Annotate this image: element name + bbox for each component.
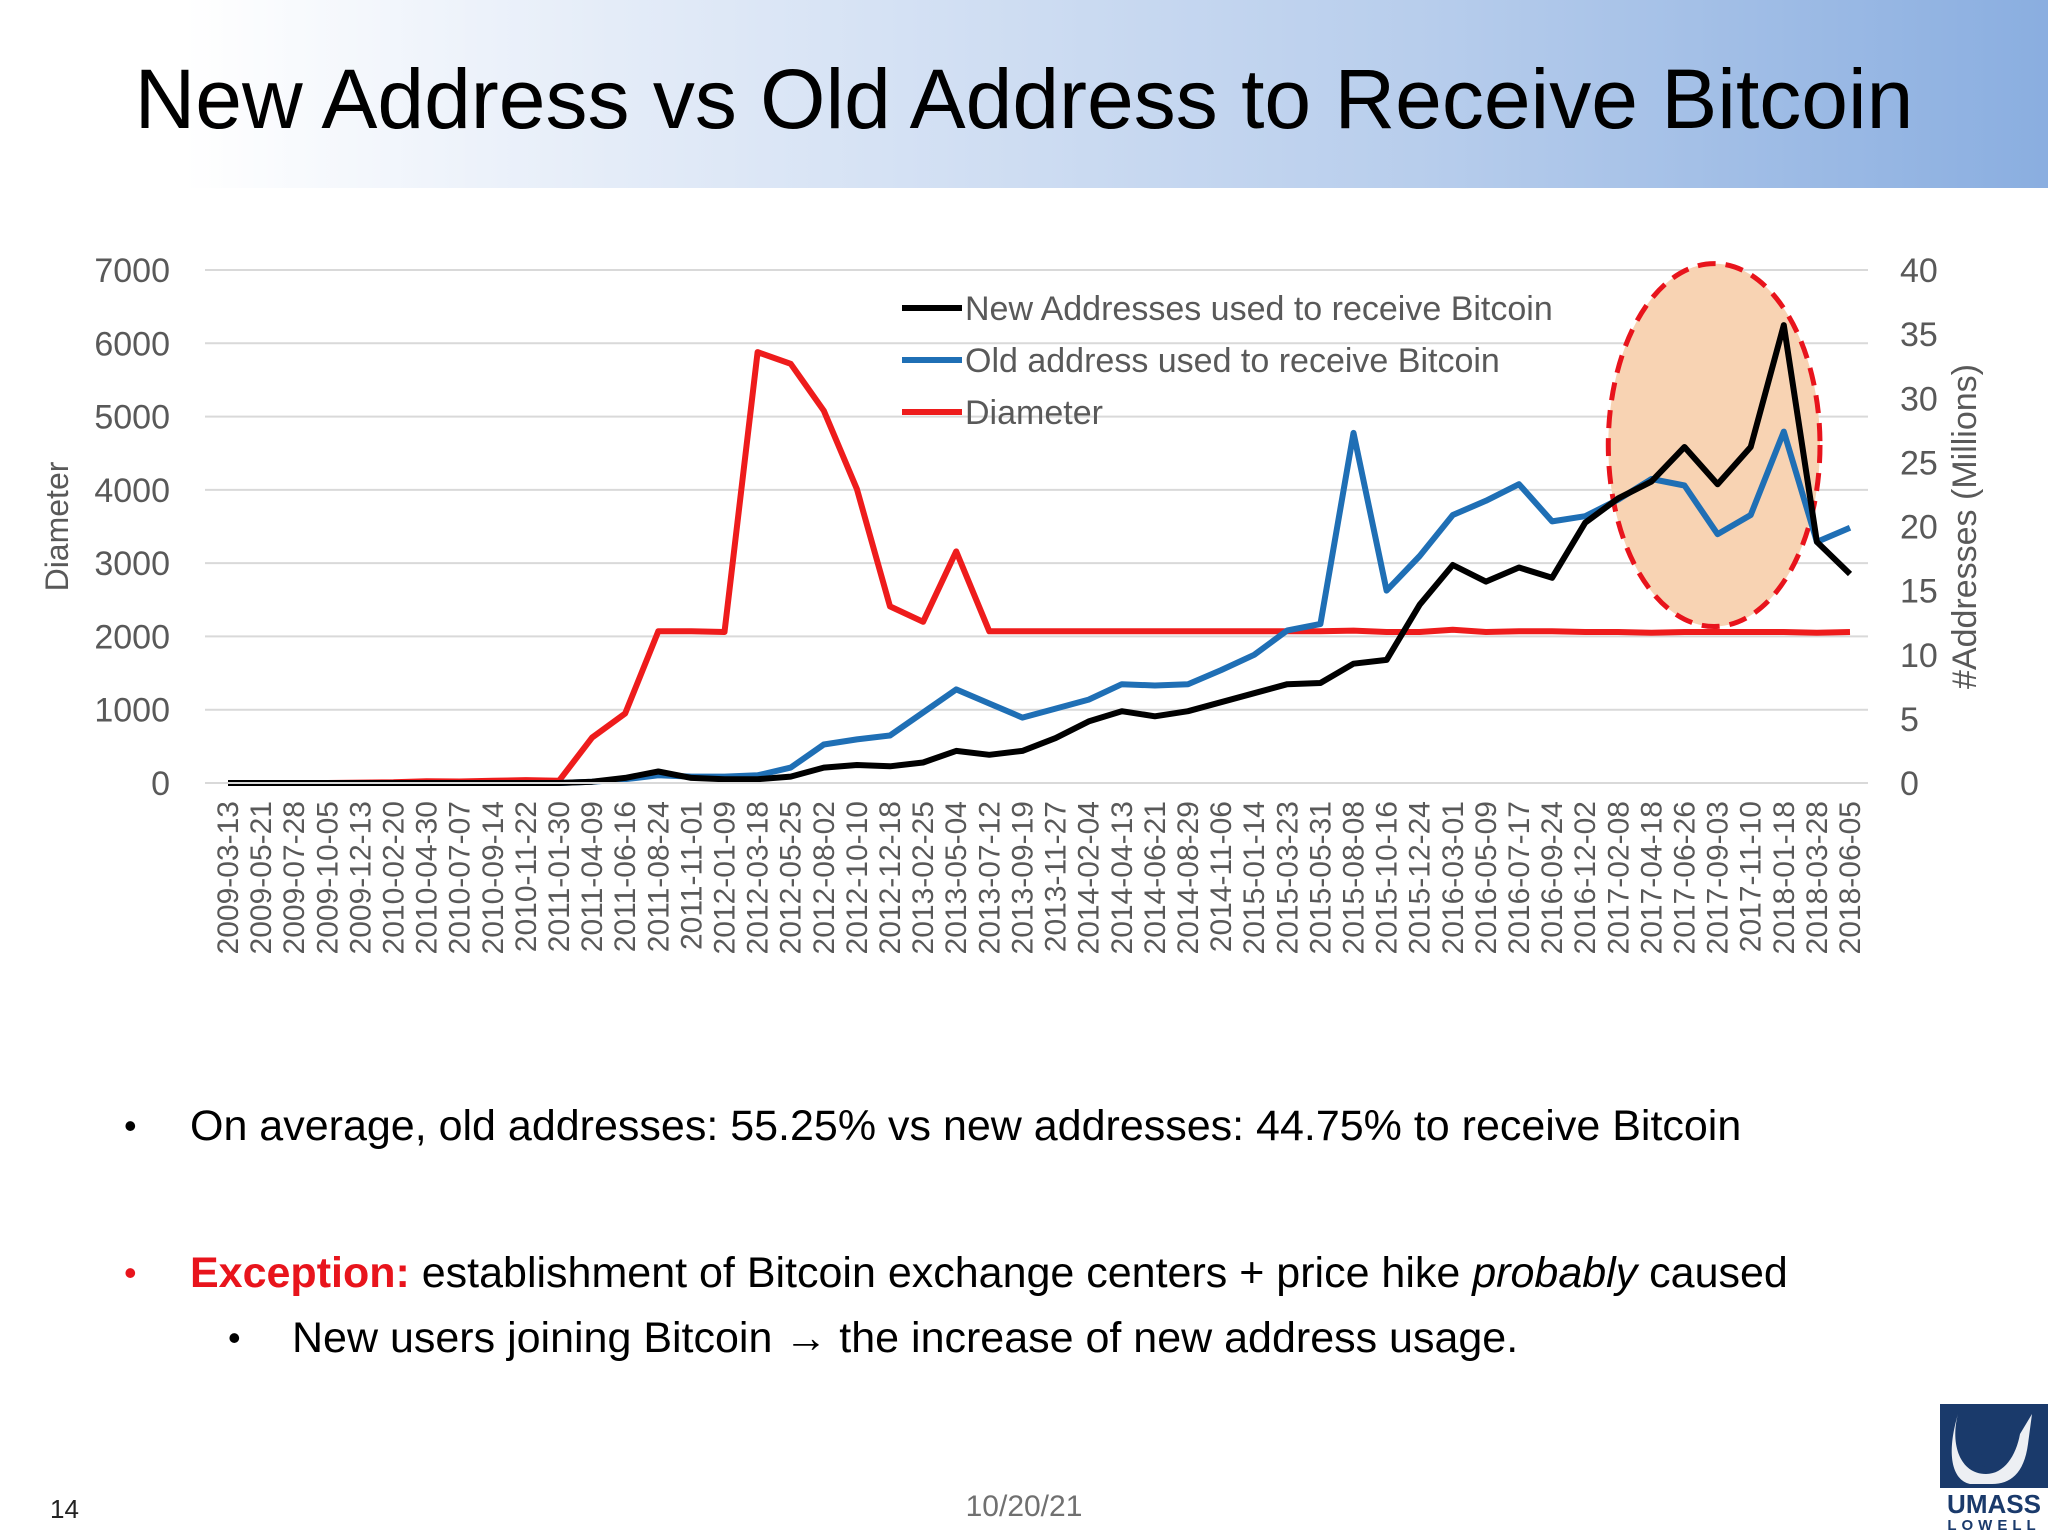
- y-right-tick-label: 10: [1900, 637, 1938, 675]
- sub-bullet-text-post: the increase of new address usage.: [827, 1314, 1519, 1362]
- y-left-tick-label: 1000: [94, 692, 170, 730]
- x-tick-label: 2017-09-03: [1702, 801, 1735, 954]
- y-right-tick-label: 15: [1900, 573, 1938, 611]
- x-tick-label: 2017-04-18: [1635, 801, 1668, 954]
- x-tick-label: 2009-07-28: [278, 801, 311, 954]
- y-right-tick-label: 25: [1900, 444, 1938, 482]
- y-left-tick-label: 6000: [94, 325, 170, 363]
- x-tick-label: 2009-10-05: [311, 801, 344, 954]
- x-tick-label: 2011-08-24: [642, 801, 675, 952]
- x-tick-label: 2011-04-09: [576, 801, 609, 952]
- x-tick-label: 2013-07-12: [973, 801, 1006, 954]
- y-left-tick-label: 7000: [94, 252, 170, 290]
- x-tick-label: 2016-07-17: [1503, 801, 1536, 954]
- x-tick-label: 2013-02-25: [907, 801, 940, 954]
- logo-text-line-1: UMASS: [1947, 1489, 2041, 1519]
- bullet-marker-red: •: [124, 1252, 137, 1293]
- legend-label: Diameter: [965, 394, 1103, 432]
- axes-layer: 0 1000 2000 3000 4000 5000 6000 7000 0 5 10 15 20 25 3…: [39, 252, 1984, 954]
- line-chart: 0 1000 2000 3000 4000 5000 6000 7000 0 5 10 15 20 25 3…: [39, 252, 1984, 954]
- x-tick-label: 2017-11-10: [1735, 801, 1768, 952]
- x-tick-label: 2013-11-27: [1040, 801, 1073, 952]
- x-tick-label: 2018-06-05: [1834, 801, 1867, 954]
- x-tick-label: 2015-08-08: [1337, 801, 1370, 954]
- x-tick-label: 2014-04-13: [1106, 801, 1139, 954]
- x-tick-label: 2017-02-08: [1602, 801, 1635, 954]
- sub-bullet-text-pre: New users joining Bitcoin: [292, 1314, 785, 1362]
- x-tick-label: 2017-06-26: [1668, 801, 1701, 954]
- y-left-tick-label: 2000: [94, 618, 170, 656]
- x-tick-label: 2015-12-24: [1404, 801, 1437, 954]
- x-tick-label: 2016-12-02: [1569, 801, 1602, 954]
- y-right-axis-title: #Addresses (Millions): [1946, 364, 1984, 689]
- x-tick-label: 2014-11-06: [1205, 801, 1238, 952]
- exception-label: Exception:: [190, 1249, 410, 1297]
- bullet-marker: •: [124, 1105, 137, 1146]
- highlight-ellipse: [1605, 261, 1823, 630]
- x-tick-label: 2014-08-29: [1172, 801, 1205, 954]
- x-tick-label: 2015-05-31: [1304, 801, 1337, 954]
- x-tick-label: 2009-03-13: [212, 801, 245, 954]
- series-line-old-addresses: [228, 428, 1852, 786]
- logo-text-line-2: LOWELL: [1947, 1517, 2041, 1534]
- sub-bullet-marker: •: [228, 1317, 241, 1358]
- chart-legend: New Addresses used to receive Bitcoin Old…: [902, 290, 1553, 432]
- bullet-average: On average, old addresses: 55.25% vs new…: [190, 1102, 1742, 1150]
- y-left-axis-title: Diameter: [39, 461, 75, 591]
- x-tick-label: 2012-12-18: [874, 801, 907, 954]
- x-tick-label: 2010-04-30: [411, 801, 444, 954]
- x-tick-label: 2010-07-07: [444, 801, 477, 954]
- x-tick-label: 2016-03-01: [1437, 801, 1470, 954]
- logo-text: UMASS LOWELL: [1940, 1490, 2048, 1534]
- x-tick-label: 2010-02-20: [378, 801, 411, 954]
- y-left-tick-label: 0: [151, 765, 170, 803]
- y-right-tick-label: 20: [1900, 509, 1938, 547]
- x-tick-label: 2018-03-28: [1801, 801, 1834, 954]
- x-tick-label: 2011-01-30: [543, 801, 576, 952]
- x-tick-label: 2010-11-22: [510, 801, 543, 952]
- x-tick-label: 2015-01-14: [1238, 801, 1271, 954]
- y-right-tick-label: 30: [1900, 380, 1938, 418]
- x-tick-label: 2014-02-04: [1073, 801, 1106, 954]
- y-left-tick-label: 3000: [94, 545, 170, 583]
- y-left-tick-label: 5000: [94, 399, 170, 437]
- x-tick-label: 2012-01-09: [709, 801, 742, 954]
- umass-lowell-logo: [1940, 1404, 2048, 1488]
- y-left-tick-label: 4000: [94, 472, 170, 510]
- x-tick-label: 2012-03-18: [742, 801, 775, 954]
- slide-date: 10/20/21: [965, 1490, 1083, 1523]
- x-tick-label: 2015-10-16: [1371, 801, 1404, 954]
- exception-text-pre: establishment of Bitcoin exchange center…: [409, 1249, 1473, 1297]
- x-tick-label: 2014-06-21: [1139, 801, 1172, 954]
- y-right-tick-label: 40: [1900, 252, 1938, 290]
- y-right-tick-label: 35: [1900, 316, 1938, 354]
- x-tick-label: 2010-09-14: [477, 801, 510, 954]
- slide-title: New Address vs Old Address to Receive Bi…: [134, 52, 1914, 146]
- exception-text-post: caused: [1637, 1249, 1788, 1297]
- x-tick-label: 2015-03-23: [1271, 801, 1304, 954]
- x-tick-label: 2012-05-25: [775, 801, 808, 954]
- x-tick-label: 2009-12-13: [344, 801, 377, 954]
- x-tick-label: 2013-05-04: [940, 801, 973, 954]
- highlight-layer: [1605, 261, 1823, 630]
- x-tick-label: 2012-10-10: [841, 801, 874, 954]
- x-tick-label: 2011-06-16: [609, 801, 642, 952]
- x-tick-label: 2009-05-21: [245, 801, 278, 954]
- legend-label: New Addresses used to receive Bitcoin: [965, 290, 1553, 328]
- slide-number: 14: [50, 1494, 79, 1524]
- legend-label: Old address used to receive Bitcoin: [965, 342, 1500, 380]
- y-right-tick-label: 5: [1900, 701, 1919, 739]
- arrow-icon: →: [784, 1314, 828, 1362]
- x-tick-label: 2012-08-02: [808, 801, 841, 954]
- title-band: [0, 0, 2048, 188]
- exception-text-italic: probably: [1472, 1249, 1638, 1297]
- x-tick-label: 2013-09-19: [1006, 801, 1039, 954]
- x-tick-label: 2016-09-24: [1536, 801, 1569, 954]
- y-right-tick-label: 0: [1900, 765, 1919, 803]
- x-tick-label: 2011-11-01: [675, 801, 708, 950]
- x-tick-label: 2018-01-18: [1768, 801, 1801, 954]
- sub-bullet-new-users: New users joining Bitcoin → the increase…: [292, 1310, 1518, 1366]
- bullet-exception: Exception: establishment of Bitcoin exch…: [190, 1245, 1788, 1301]
- x-tick-label: 2016-05-09: [1470, 801, 1503, 954]
